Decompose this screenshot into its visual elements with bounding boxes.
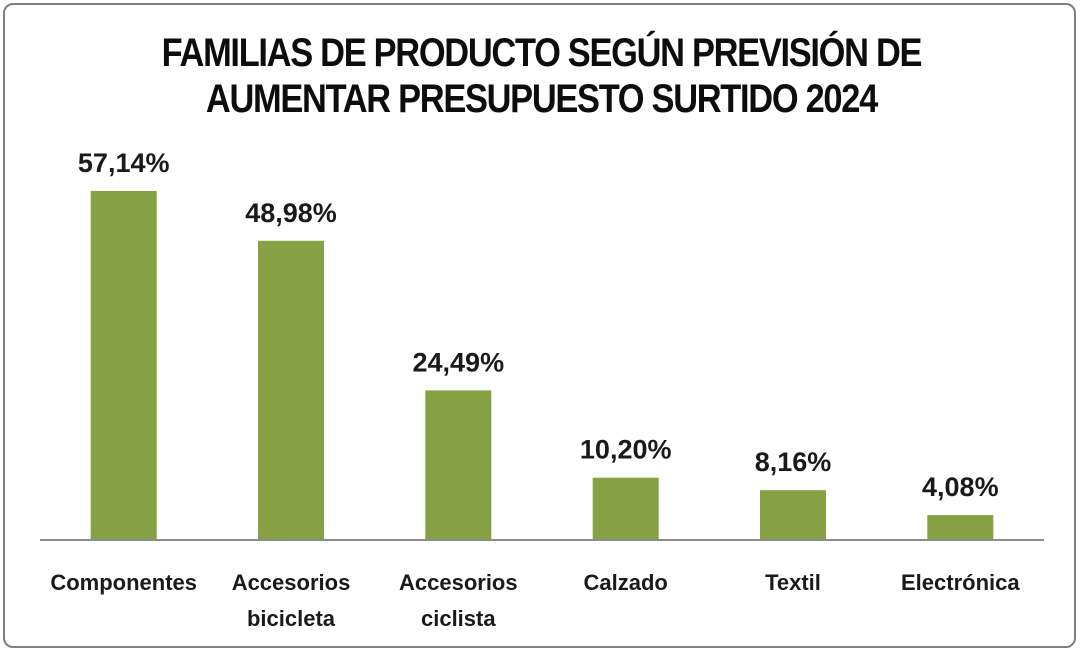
category-label-3-0: Calzado [584,570,668,595]
category-label-1-0: Accesorios [232,570,351,595]
bar-1 [258,240,324,541]
bar-2 [425,390,492,540]
value-label-0: 57,14% [78,148,170,178]
chart-title: FAMILIAS DE PRODUCTO SEGÚN PREVISIÓN DE … [76,30,1007,122]
chart-title-line-1: FAMILIAS DE PRODUCTO SEGÚN PREVISIÓN DE [161,31,923,75]
category-label-2-1: ciclista [421,606,496,631]
bar-3 [592,477,659,540]
bar-0 [90,191,157,540]
category-label-0-0: Componentes [50,570,197,595]
bar-4 [760,490,826,540]
category-label-2-0: Accesorios [399,570,518,595]
value-label-4: 8,16% [755,447,832,477]
bar-5 [927,515,994,540]
chart-title-line-2: AUMENTAR PRESUPUESTO SURTIDO 2024 [205,77,878,121]
value-label-2: 24,49% [413,347,505,377]
category-label-1-1: bicicleta [247,606,336,631]
category-label-4-0: Textil [765,570,821,595]
category-label-5-0: Electrónica [901,570,1020,595]
value-label-3: 10,20% [580,435,672,465]
value-label-1: 48,98% [245,198,337,228]
value-label-5: 4,08% [922,472,999,502]
